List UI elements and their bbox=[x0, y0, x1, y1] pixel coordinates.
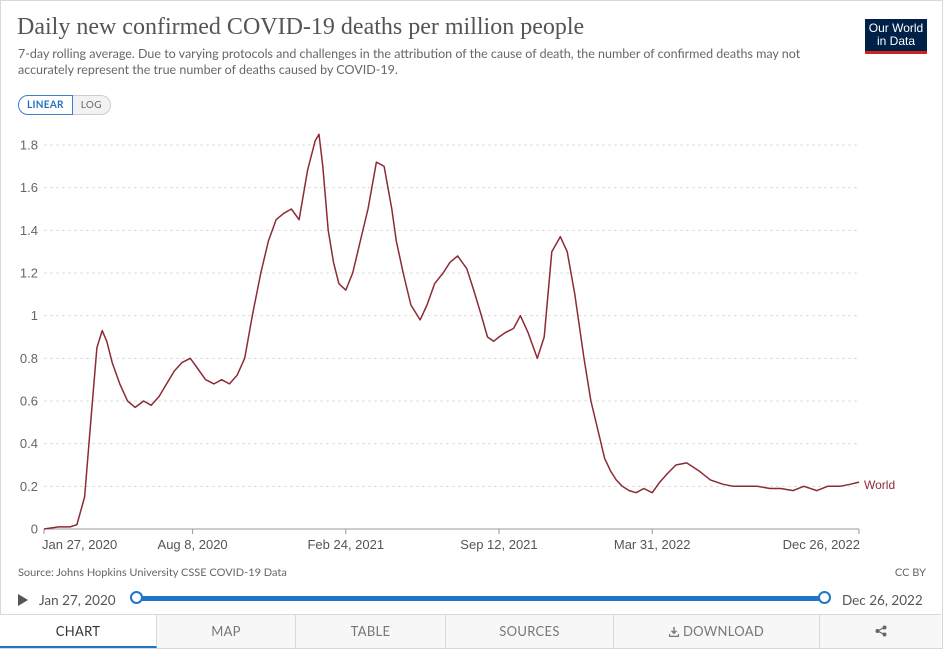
y-tick-label: 0.2 bbox=[20, 479, 38, 494]
tab-bar: CHART MAP TABLE SOURCES DOWNLOAD bbox=[0, 614, 941, 648]
timeline-start-label: Jan 27, 2020 bbox=[39, 592, 116, 608]
source-note[interactable]: Source: Johns Hopkins University CSSE CO… bbox=[18, 566, 287, 579]
y-tick-label: 0.8 bbox=[20, 351, 38, 366]
scale-toggle: LINEAR LOG bbox=[18, 95, 111, 115]
tab-sources[interactable]: SOURCES bbox=[446, 615, 614, 648]
tab-table[interactable]: TABLE bbox=[296, 615, 446, 648]
y-tick-label: 1.8 bbox=[20, 138, 38, 153]
linear-scale-button[interactable]: LINEAR bbox=[18, 95, 73, 115]
series-line-world bbox=[43, 133, 860, 530]
x-tick-label: Dec 26, 2022 bbox=[783, 537, 860, 552]
y-tick-label: 0.4 bbox=[20, 436, 38, 451]
chart-subtitle: 7-day rolling average. Due to varying pr… bbox=[18, 46, 801, 77]
x-tick-label: Feb 24, 2021 bbox=[307, 537, 384, 552]
timeline-end-handle[interactable] bbox=[818, 591, 831, 604]
owid-logo[interactable]: Our World in Data bbox=[865, 19, 927, 54]
y-tick-label: 1.2 bbox=[20, 266, 38, 281]
license-link[interactable]: CC BY bbox=[894, 566, 926, 579]
timeline: Jan 27, 2020 Dec 26, 2022 bbox=[18, 590, 928, 610]
tab-download[interactable]: DOWNLOAD bbox=[614, 615, 820, 648]
timeline-start-handle[interactable] bbox=[130, 591, 143, 604]
log-scale-button[interactable]: LOG bbox=[72, 95, 111, 115]
y-tick-label: 1.4 bbox=[20, 223, 38, 238]
line-chart: 0 0.2 0.4 0.6 0.8 1 1.2 1.4 1.6 1.8 Jan 27, 2020 Au… bbox=[20, 133, 895, 552]
tab-share[interactable] bbox=[820, 615, 941, 648]
x-tick-label: Sep 12, 2021 bbox=[460, 537, 537, 552]
logo-accent-bar bbox=[865, 51, 927, 54]
timeline-track[interactable] bbox=[136, 596, 826, 601]
x-tick-label: Mar 31, 2022 bbox=[614, 537, 691, 552]
y-tick-label: 1.6 bbox=[20, 180, 38, 195]
y-tick-label: 0.6 bbox=[20, 394, 38, 409]
y-tick-label: 1 bbox=[31, 308, 38, 323]
tab-chart[interactable]: CHART bbox=[0, 615, 157, 648]
logo-line-2: in Data bbox=[876, 34, 916, 48]
chart-title: Daily new confirmed COVID-19 deaths per … bbox=[17, 14, 585, 40]
play-icon[interactable] bbox=[18, 594, 28, 606]
timeline-end-label: Dec 26, 2022 bbox=[842, 592, 923, 608]
x-tick-label: Jan 27, 2020 bbox=[42, 537, 117, 552]
download-icon bbox=[668, 627, 679, 637]
tab-map[interactable]: MAP bbox=[157, 615, 296, 648]
y-tick-label: 0 bbox=[31, 522, 38, 537]
share-icon bbox=[875, 625, 886, 637]
x-tick-label: Aug 8, 2020 bbox=[158, 537, 228, 552]
series-label-world: World bbox=[864, 478, 895, 492]
tab-download-label: DOWNLOAD bbox=[682, 623, 765, 639]
logo-line-1: Our World bbox=[868, 21, 924, 35]
